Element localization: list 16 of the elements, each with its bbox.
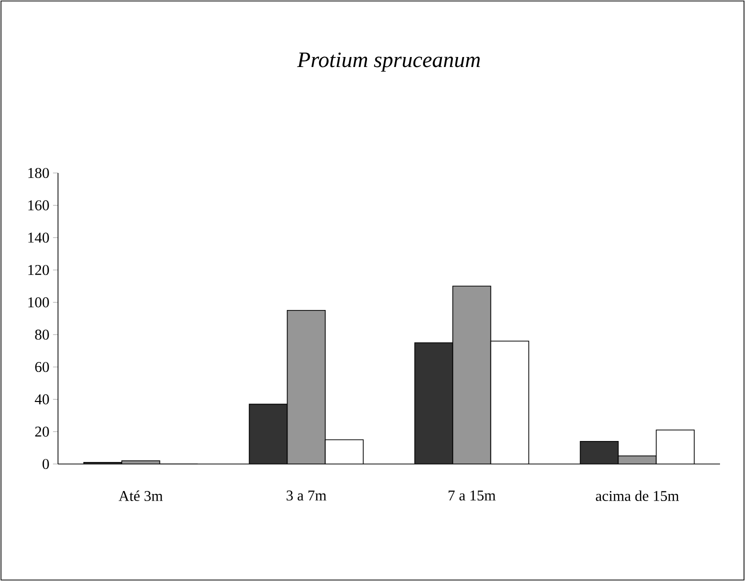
y-tick-label: 0: [42, 458, 49, 470]
y-tick-label: 80: [35, 330, 49, 340]
x-tick-label: acima de 15m: [596, 490, 679, 502]
y-tick-label: 160: [28, 200, 49, 210]
x-tick-label: 3 a 7m: [286, 490, 326, 501]
y-tick-label: 60: [35, 362, 49, 372]
bar: [287, 310, 326, 464]
y-tick-label: 140: [28, 232, 49, 243]
y-tick-label: 100: [28, 297, 49, 308]
y-tick-label: 180: [28, 168, 49, 178]
y-tick-label: 40: [34, 394, 49, 404]
y-tick-label: 120: [28, 264, 49, 276]
y-tick-label: 20: [35, 426, 49, 437]
x-tick-label: 7 a 15m: [448, 490, 496, 501]
chart-title: Protium spruceanum: [297, 52, 480, 72]
x-tick-label: Até 3m: [118, 490, 163, 502]
